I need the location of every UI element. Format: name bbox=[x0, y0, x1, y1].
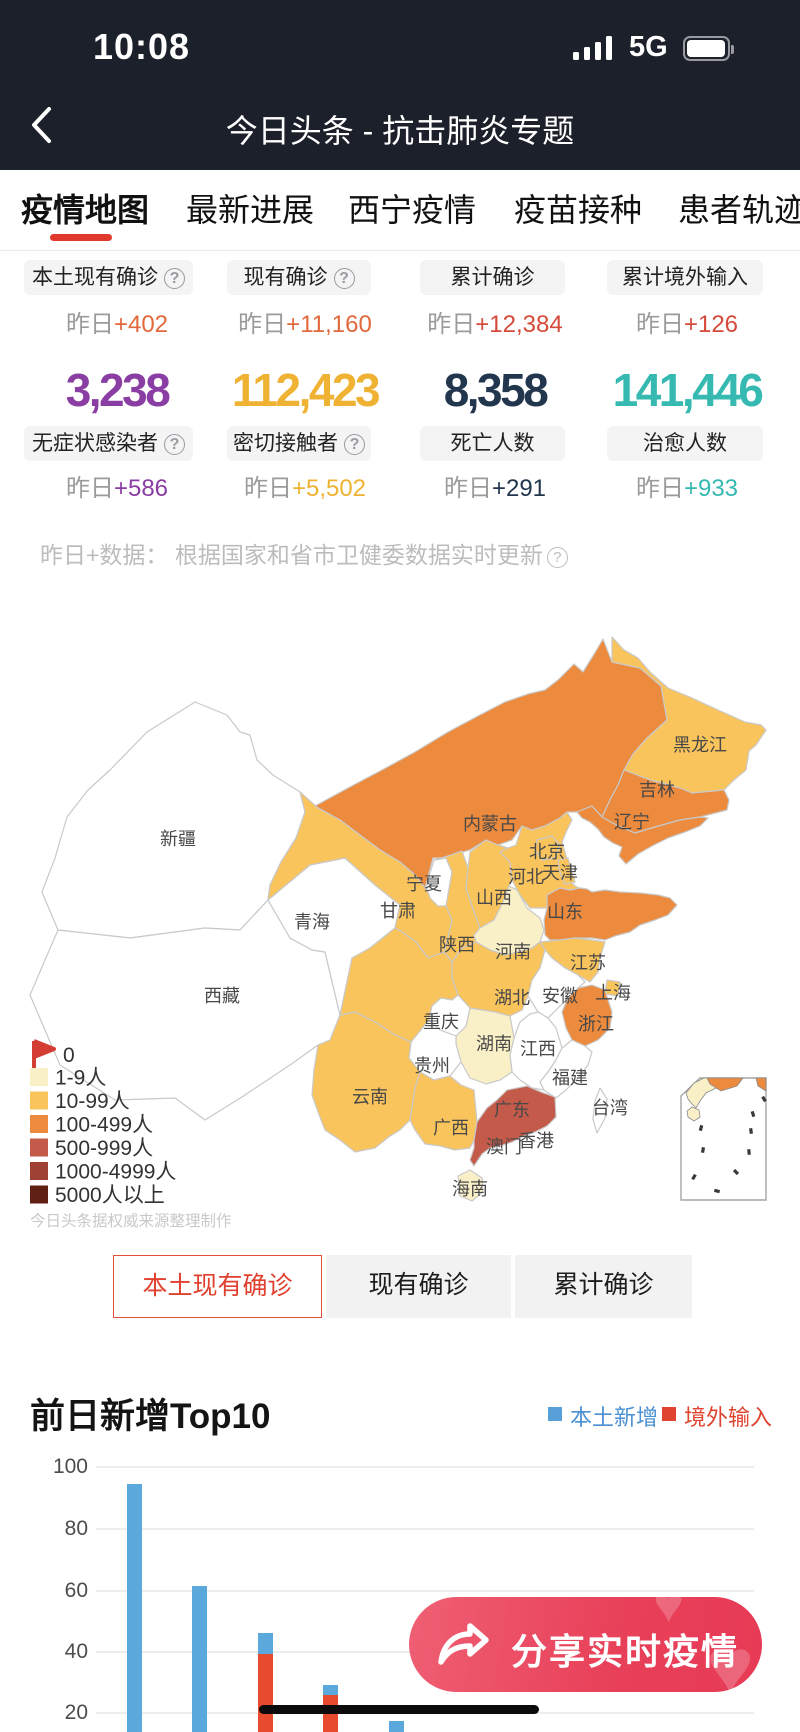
svg-text:陕西: 陕西 bbox=[439, 935, 475, 955]
svg-text:广东: 广东 bbox=[494, 1100, 530, 1120]
svg-text:江西: 江西 bbox=[520, 1039, 556, 1059]
svg-text:澳门: 澳门 bbox=[486, 1137, 522, 1157]
svg-text:江苏: 江苏 bbox=[570, 953, 606, 973]
svg-text:黑龙江: 黑龙江 bbox=[673, 735, 727, 755]
svg-text:河北: 河北 bbox=[508, 867, 544, 887]
svg-text:今日头条据权威来源整理制作: 今日头条据权威来源整理制作 bbox=[30, 1212, 232, 1230]
svg-text:100-499人: 100-499人 bbox=[55, 1114, 153, 1137]
svg-text:内蒙古: 内蒙古 bbox=[463, 814, 517, 834]
svg-text:台湾: 台湾 bbox=[592, 1098, 628, 1118]
svg-text:0: 0 bbox=[63, 1044, 75, 1067]
svg-text:10-99人: 10-99人 bbox=[55, 1090, 130, 1113]
svg-text:青海: 青海 bbox=[294, 912, 330, 932]
svg-text:辽宁: 辽宁 bbox=[614, 812, 650, 832]
svg-text:湖南: 湖南 bbox=[476, 1034, 512, 1054]
svg-text:宁夏: 宁夏 bbox=[406, 874, 442, 894]
svg-text:香港: 香港 bbox=[518, 1131, 554, 1151]
svg-text:贵州: 贵州 bbox=[414, 1056, 450, 1076]
svg-text:西藏: 西藏 bbox=[204, 986, 240, 1006]
svg-text:北京: 北京 bbox=[529, 842, 565, 862]
svg-text:1000-4999人: 1000-4999人 bbox=[55, 1161, 176, 1184]
svg-text:上海: 上海 bbox=[595, 983, 631, 1003]
svg-text:重庆: 重庆 bbox=[423, 1012, 459, 1032]
svg-text:甘肃: 甘肃 bbox=[380, 901, 416, 921]
svg-text:广西: 广西 bbox=[433, 1118, 469, 1138]
svg-text:安徽: 安徽 bbox=[542, 986, 578, 1006]
svg-text:天津: 天津 bbox=[542, 863, 578, 883]
svg-text:湖北: 湖北 bbox=[494, 988, 530, 1008]
svg-text:海南: 海南 bbox=[452, 1179, 488, 1199]
svg-text:山东: 山东 bbox=[547, 902, 583, 922]
svg-text:云南: 云南 bbox=[352, 1087, 388, 1107]
svg-text:新疆: 新疆 bbox=[160, 829, 196, 849]
svg-text:5000人以上: 5000人以上 bbox=[55, 1184, 165, 1207]
svg-text:浙江: 浙江 bbox=[578, 1014, 614, 1034]
svg-text:1-9人: 1-9人 bbox=[55, 1067, 106, 1090]
svg-text:500-999人: 500-999人 bbox=[55, 1137, 153, 1160]
svg-text:福建: 福建 bbox=[552, 1068, 588, 1088]
svg-text:河南: 河南 bbox=[495, 942, 531, 962]
svg-text:吉林: 吉林 bbox=[639, 780, 675, 800]
svg-text:山西: 山西 bbox=[476, 888, 512, 908]
